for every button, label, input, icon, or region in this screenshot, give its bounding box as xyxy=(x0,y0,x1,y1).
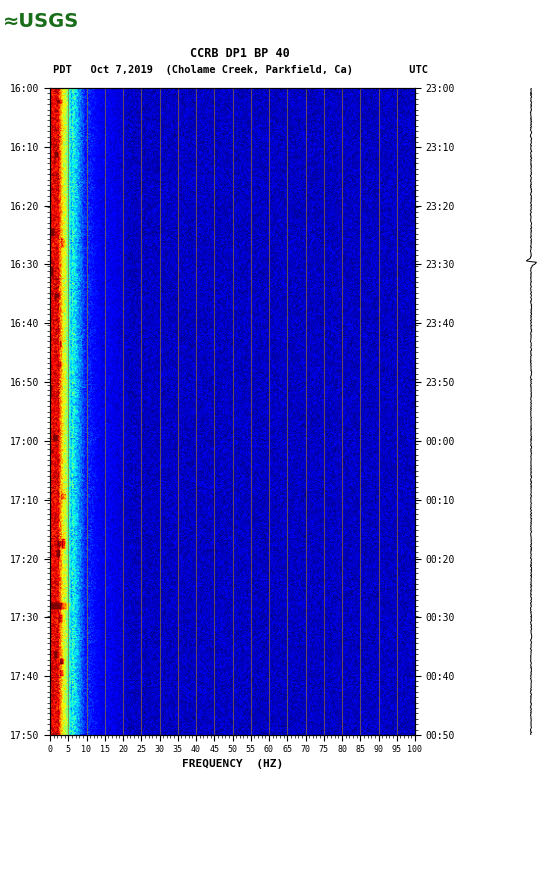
X-axis label: FREQUENCY  (HZ): FREQUENCY (HZ) xyxy=(182,758,283,769)
Text: ≈USGS: ≈USGS xyxy=(3,12,79,31)
Text: PDT   Oct 7,2019  (Cholame Creek, Parkfield, Ca)         UTC: PDT Oct 7,2019 (Cholame Creek, Parkfield… xyxy=(52,64,428,75)
Text: CCRB DP1 BP 40: CCRB DP1 BP 40 xyxy=(190,47,290,60)
